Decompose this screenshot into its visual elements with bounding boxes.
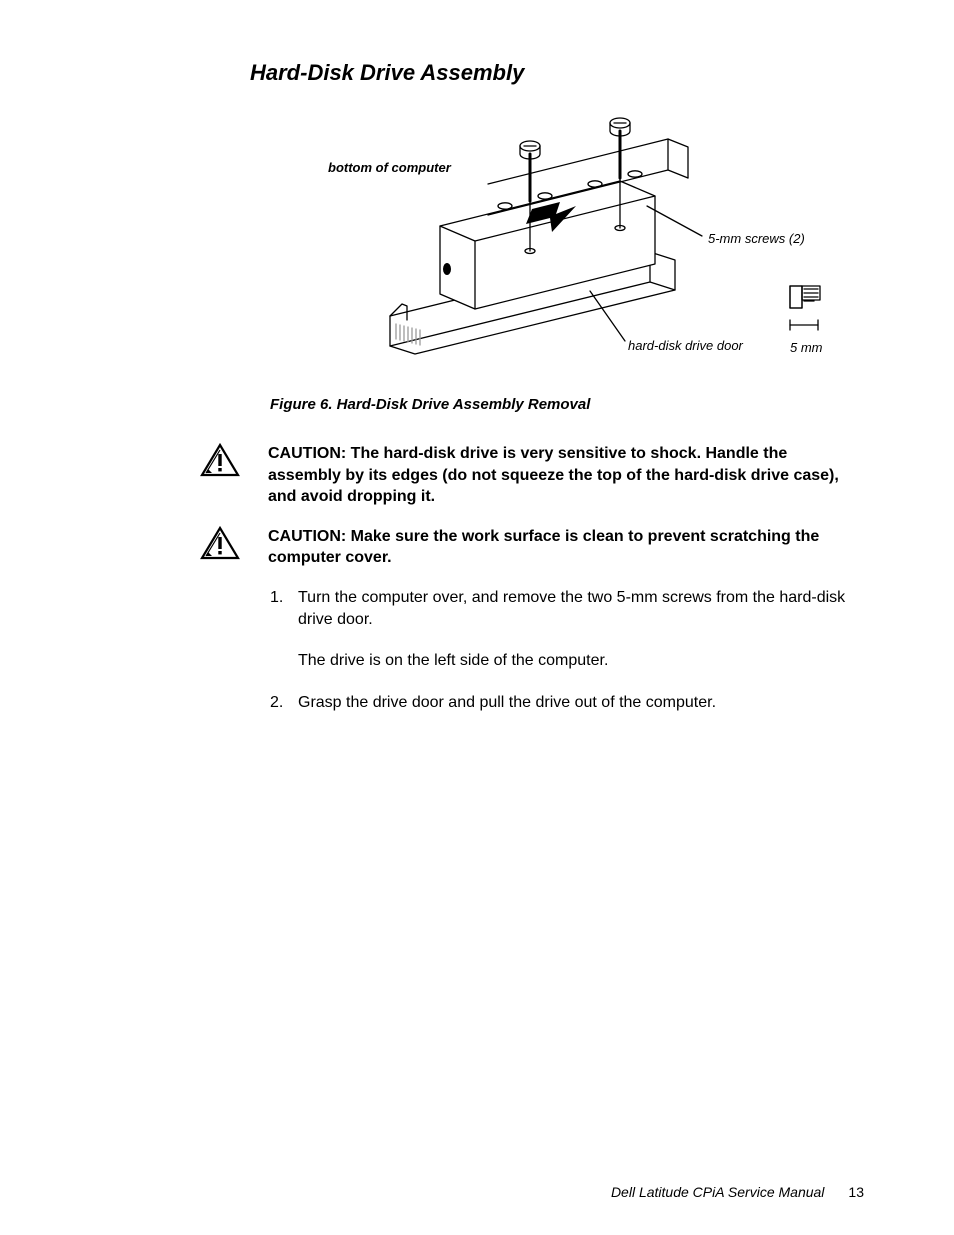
- label-drive-door: hard-disk drive door: [628, 338, 743, 353]
- caution-prefix: CAUTION:: [268, 445, 346, 462]
- caution-body: The hard-disk drive is very sensitive to…: [268, 445, 839, 505]
- page-number: 13: [848, 1184, 864, 1200]
- page-container: Hard-Disk Drive Assembly: [0, 0, 954, 1235]
- step-subtext: The drive is on the left side of the com…: [298, 650, 864, 672]
- procedure-steps: Turn the computer over, and remove the t…: [270, 587, 864, 715]
- label-bottom-of-computer: bottom of computer: [328, 160, 451, 175]
- caution-body: Make sure the work surface is clean to p…: [268, 528, 819, 567]
- figure-6: bottom of computer 5-mm screws (2) hard-…: [90, 106, 864, 386]
- step-2: Grasp the drive door and pull the drive …: [270, 692, 864, 714]
- label-5mm-screws: 5-mm screws (2): [708, 231, 805, 246]
- label-5mm-scale: 5 mm: [790, 340, 823, 355]
- caution-icon: [200, 443, 252, 482]
- step-text: Turn the computer over, and remove the t…: [298, 589, 845, 628]
- figure-caption: Figure 6. Hard-Disk Drive Assembly Remov…: [270, 396, 864, 413]
- page-footer: Dell Latitude CPiA Service Manual 13: [611, 1184, 864, 1200]
- section-heading: Hard-Disk Drive Assembly: [250, 60, 864, 86]
- step-1: Turn the computer over, and remove the t…: [270, 587, 864, 672]
- caution-icon: [200, 526, 252, 565]
- manual-title: Dell Latitude CPiA Service Manual: [611, 1184, 824, 1200]
- caution-prefix: CAUTION:: [268, 528, 346, 545]
- caution-text-2: CAUTION: Make sure the work surface is c…: [268, 526, 864, 569]
- caution-block-1: CAUTION: The hard-disk drive is very sen…: [200, 443, 864, 508]
- drive-assembly-diagram-svg: [90, 106, 864, 386]
- caution-block-2: CAUTION: Make sure the work surface is c…: [200, 526, 864, 569]
- caution-text-1: CAUTION: The hard-disk drive is very sen…: [268, 443, 864, 508]
- step-text: Grasp the drive door and pull the drive …: [298, 694, 716, 711]
